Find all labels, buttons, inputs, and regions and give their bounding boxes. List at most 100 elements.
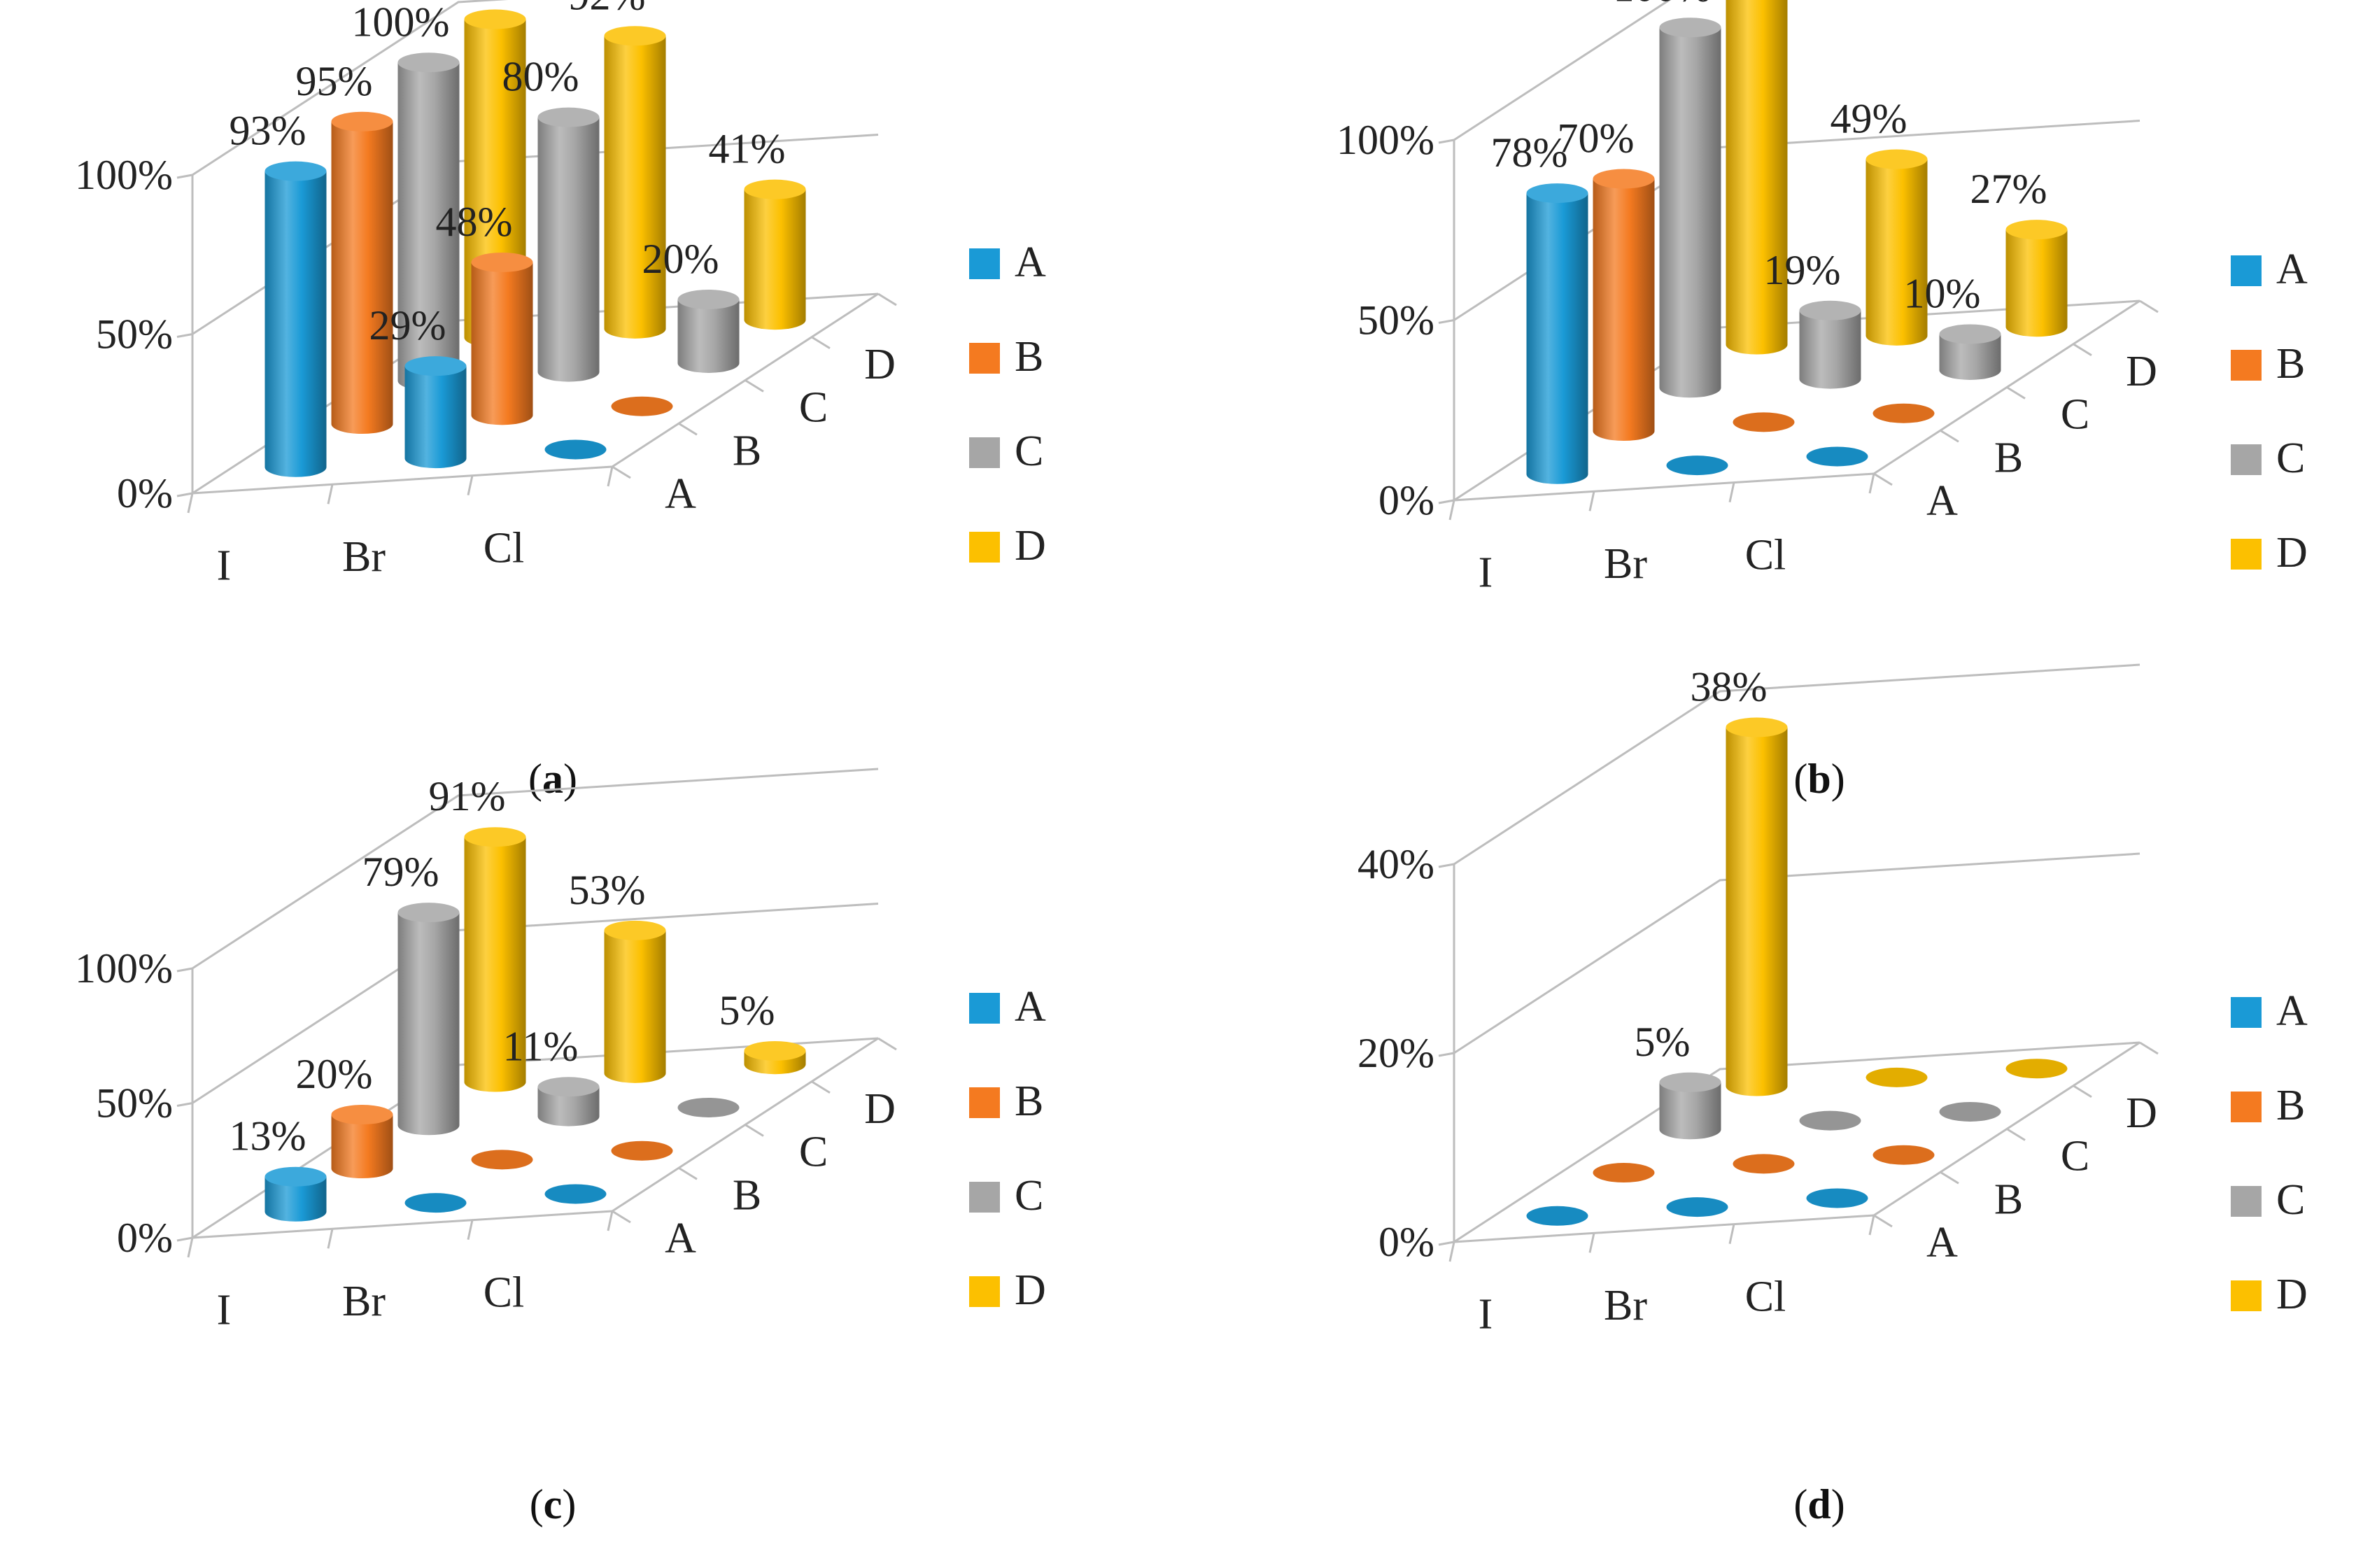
bar-body	[397, 912, 460, 1136]
bar-body	[264, 171, 327, 477]
bar-top	[2005, 220, 2068, 240]
x-axis-line	[192, 1210, 613, 1239]
y-tick	[176, 1236, 193, 1242]
legend-swatch	[969, 437, 1000, 468]
bar-D-Cl	[744, 1040, 806, 1075]
bar-top	[464, 9, 526, 29]
legend-swatch	[969, 1087, 1000, 1118]
y-tick	[176, 492, 193, 497]
x-tick	[1868, 473, 1875, 494]
bar-body	[331, 1115, 393, 1179]
x-tick	[1868, 1215, 1875, 1236]
bar-C-Cl	[677, 289, 740, 373]
bar-C-I	[397, 52, 460, 391]
legend-swatch	[2231, 1186, 2262, 1217]
bar-top	[537, 1077, 600, 1097]
data-label: 78%	[1491, 129, 1568, 176]
bar-body	[1726, 0, 1788, 355]
depth-tick-label: D	[864, 341, 896, 388]
data-label: 79%	[362, 849, 439, 895]
gridline	[192, 0, 509, 176]
x-tick-label: Cl	[1745, 1273, 1786, 1320]
depth-tick	[877, 292, 897, 306]
data-label: 11%	[503, 1023, 579, 1069]
bar-C-Cl	[1939, 324, 2001, 380]
bar-A-I	[264, 1166, 327, 1222]
depth-tick-label: D	[864, 1085, 896, 1133]
gridline	[1453, 852, 2140, 1054]
bar-top	[1872, 1145, 1935, 1165]
bar-C-Br	[537, 1077, 600, 1126]
legend-label: A	[1015, 239, 1046, 286]
bar-C-I	[1659, 1072, 1721, 1140]
bar-top	[677, 1097, 740, 1117]
bar-A-Cl	[544, 439, 607, 460]
bar-top	[464, 827, 526, 847]
x-tick	[327, 1229, 334, 1249]
x-tick	[607, 1210, 614, 1231]
y-tick-label: 0%	[1378, 1219, 1434, 1265]
bar-body	[677, 299, 740, 373]
legend-label: A	[2276, 987, 2308, 1035]
bar-top	[677, 289, 740, 309]
bar-top	[1726, 717, 1788, 737]
x-tick	[607, 466, 614, 487]
depth-tick-label: C	[2061, 391, 2089, 439]
depth-tick	[1940, 429, 1959, 443]
bar-body	[2005, 229, 2068, 337]
legend-swatch	[969, 532, 1000, 563]
data-label: 100%	[352, 0, 450, 45]
bar-top	[1593, 1163, 1655, 1183]
bar-body	[264, 1176, 327, 1222]
bar-D-Cl	[2005, 220, 2068, 337]
bar-top	[2005, 1059, 2068, 1079]
data-label: 5%	[719, 987, 775, 1033]
bar-C-Br	[537, 107, 600, 382]
legend-label: A	[2276, 246, 2308, 293]
gridline	[1453, 1041, 2140, 1243]
bar-body	[1939, 334, 2001, 380]
bar-top	[1806, 446, 1868, 467]
data-label: 95%	[296, 58, 373, 104]
y-tick-label: 50%	[96, 1080, 173, 1126]
data-label: 53%	[569, 867, 646, 913]
bar-C-Br	[1799, 1110, 1861, 1131]
bar-top	[264, 1166, 327, 1187]
bar-top	[1865, 1067, 1928, 1087]
bar-top	[1799, 300, 1861, 320]
bar-body	[1865, 159, 1928, 346]
bar-top	[1526, 1206, 1588, 1226]
bar-D-I	[1726, 717, 1788, 1096]
depth-tick	[745, 1124, 764, 1137]
bar-B-Br	[471, 1150, 533, 1170]
bar-B-Br	[471, 252, 533, 425]
data-label: 93%	[230, 108, 306, 154]
y-tick-label: 100%	[1336, 117, 1434, 163]
y-tick	[1438, 863, 1455, 868]
bar-top	[1872, 403, 1935, 423]
legend-swatch	[2231, 1092, 2262, 1122]
data-label: 49%	[1831, 96, 1907, 142]
x-tick	[1588, 1233, 1595, 1253]
legend-label: D	[2276, 529, 2308, 577]
legend-label: A	[1015, 983, 1046, 1031]
y-tick-label: 50%	[96, 311, 173, 358]
legend-label: D	[1015, 1266, 1046, 1314]
bar-top	[1939, 324, 2001, 344]
bar-A-Br	[404, 356, 467, 469]
bar-top	[1593, 169, 1655, 189]
depth-tick-label: B	[1994, 1175, 2023, 1223]
legend-swatch	[2231, 539, 2262, 570]
bar-D-I	[464, 827, 526, 1092]
data-label: 5%	[1635, 1019, 1691, 1065]
bar-body	[744, 189, 806, 330]
bar-B-Br	[1733, 1154, 1795, 1174]
bar-A-I	[1526, 183, 1588, 484]
data-label: 48%	[436, 199, 513, 245]
depth-tick	[612, 465, 631, 479]
y-tick	[1438, 319, 1455, 324]
x-tick-label: Br	[1604, 540, 1647, 588]
y-tick	[1438, 1241, 1455, 1246]
legend-swatch	[2231, 255, 2262, 286]
x-tick-label: I	[217, 1287, 232, 1334]
